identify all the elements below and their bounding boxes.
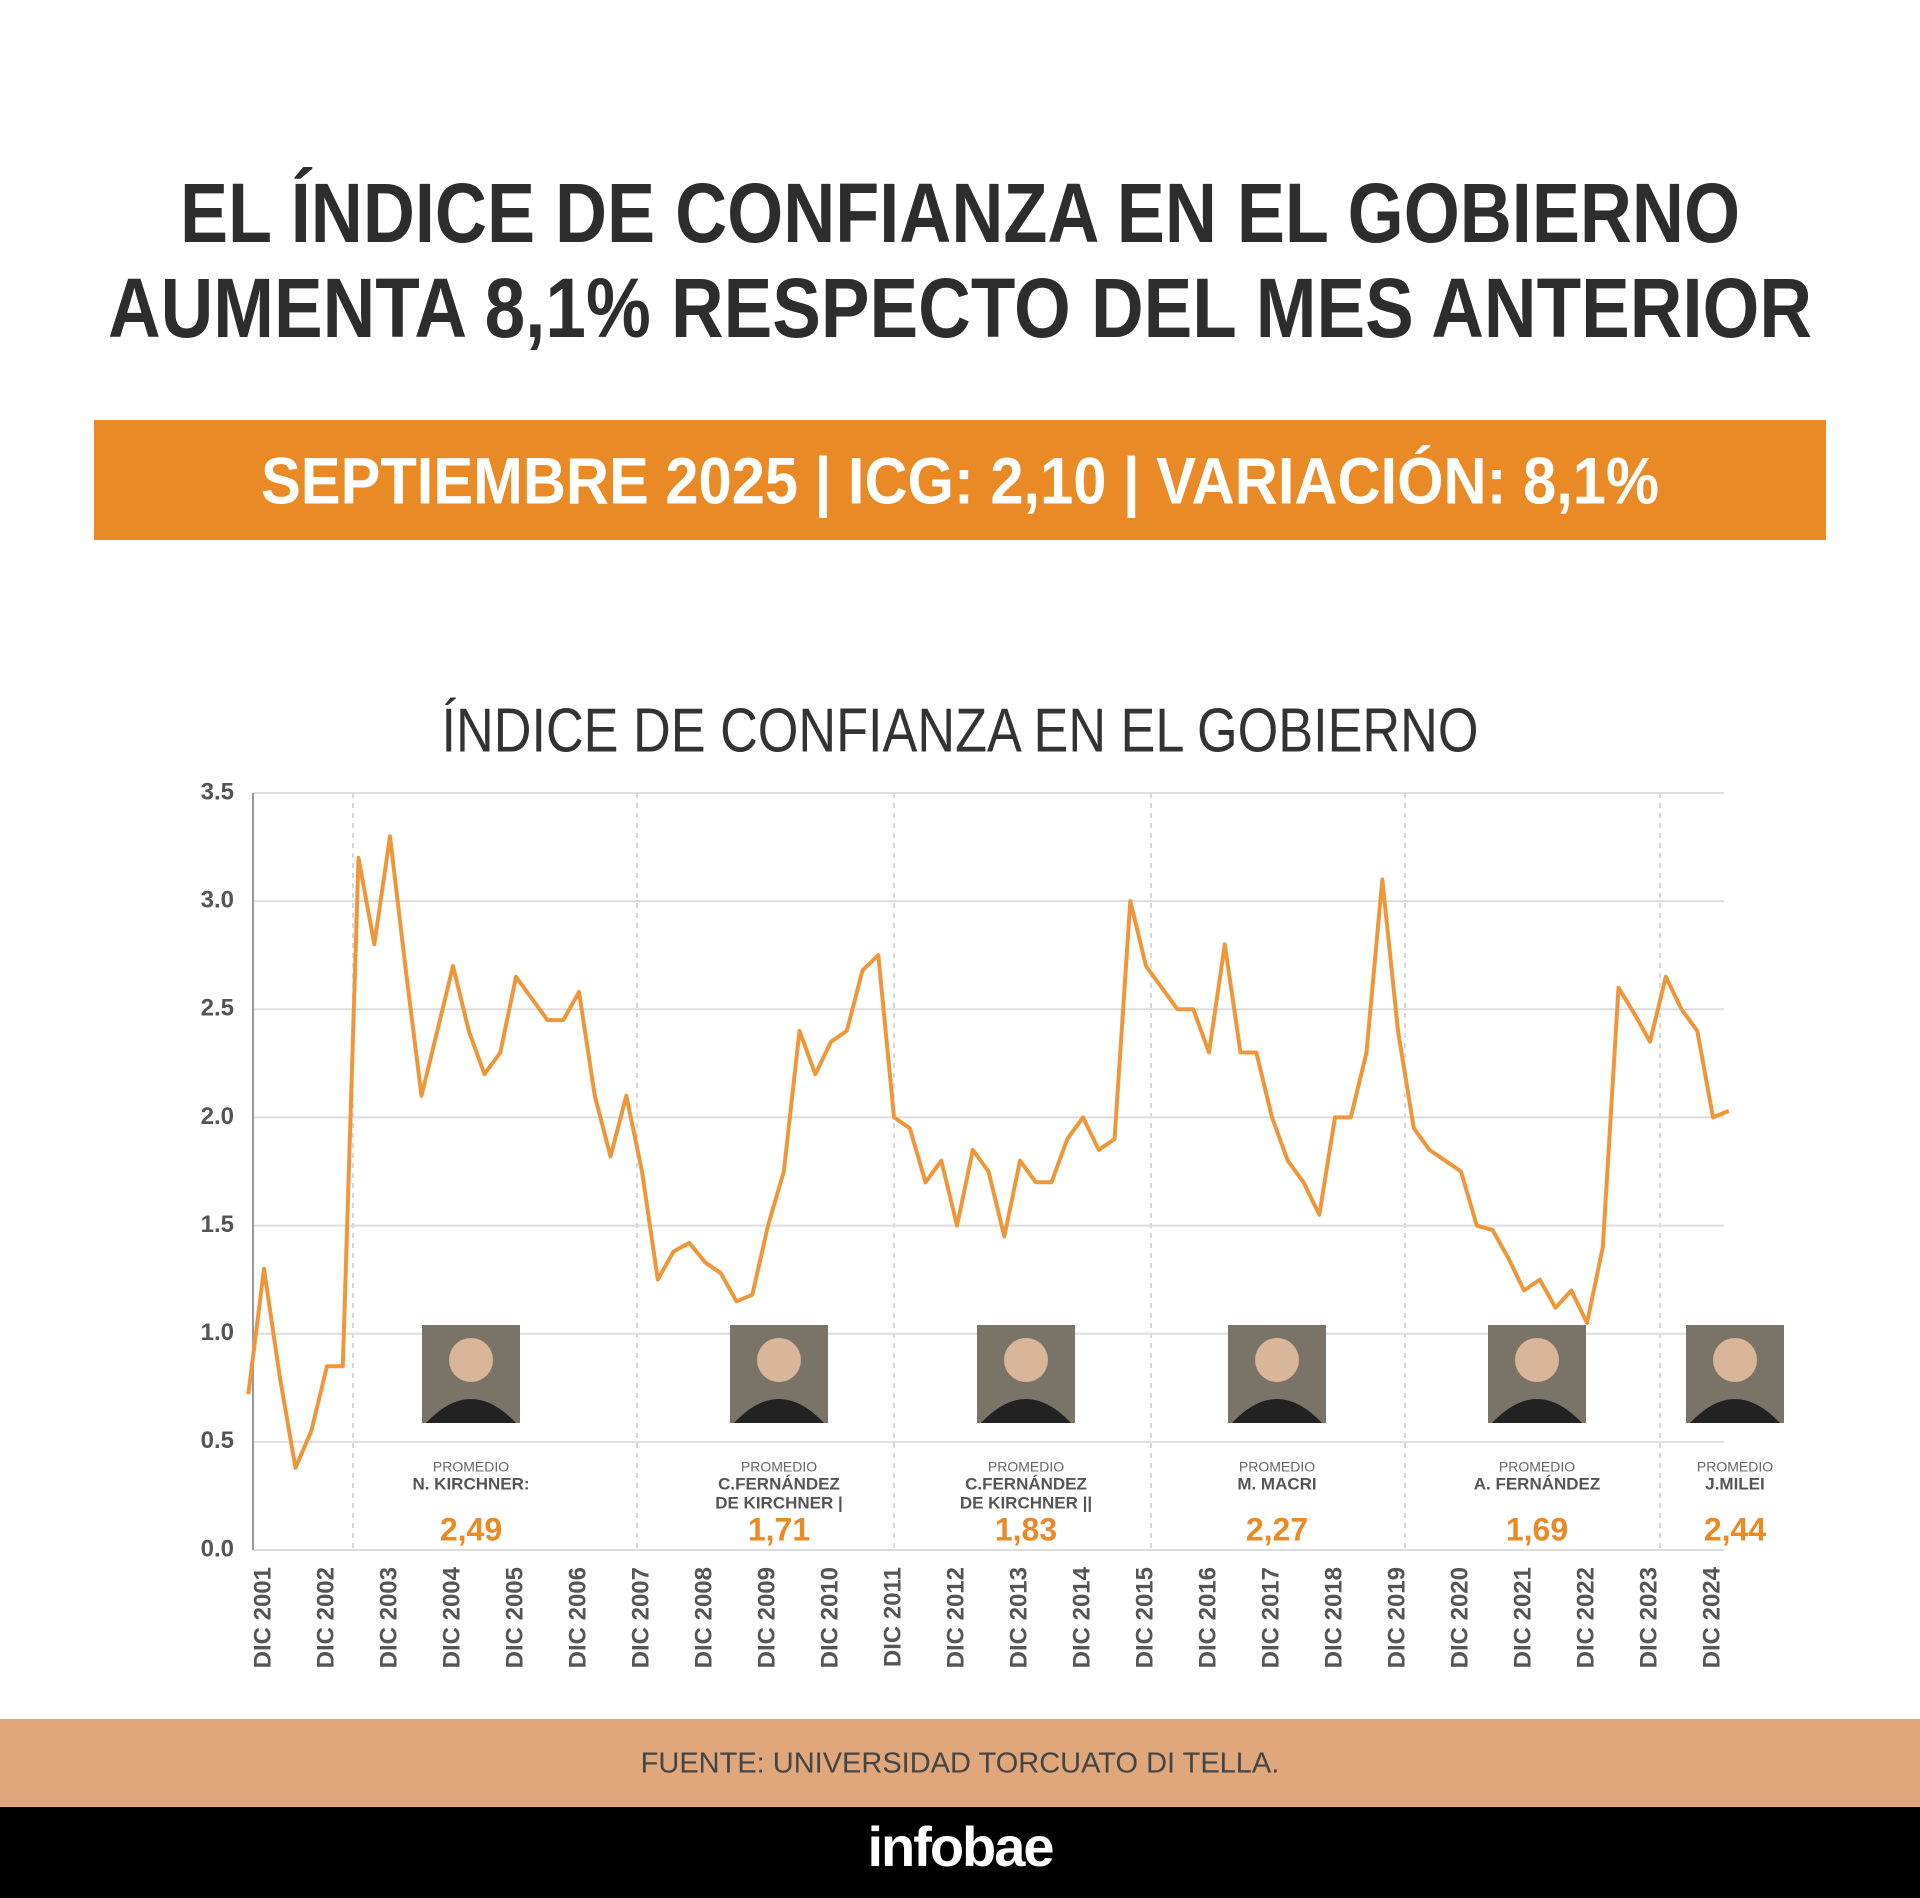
y-tick-label: 0.0 bbox=[201, 1535, 234, 1562]
annotation-name: DE KIRCHNER | bbox=[715, 1493, 843, 1512]
portrait-body bbox=[734, 1399, 824, 1423]
portrait-body bbox=[1232, 1399, 1322, 1423]
portrait-body bbox=[1690, 1399, 1780, 1423]
annotation-name: DE KIRCHNER || bbox=[960, 1493, 1092, 1512]
annotation-label: PROMEDIO bbox=[433, 1459, 509, 1475]
y-tick-label: 1.5 bbox=[201, 1211, 234, 1238]
x-tick-label: DIC 2002 bbox=[312, 1567, 339, 1668]
annotation-label: PROMEDIO bbox=[988, 1459, 1064, 1475]
x-tick-label: DIC 2007 bbox=[627, 1567, 654, 1668]
x-tick-label: DIC 2020 bbox=[1446, 1567, 1473, 1668]
annotation-name: C.FERNÁNDEZ bbox=[718, 1474, 840, 1493]
x-tick-label: DIC 2004 bbox=[438, 1566, 465, 1668]
line bbox=[246, 834, 1730, 1470]
plot: 0.0 0.5 1.0 1.5 2.0 2.5 3.0 3.5 DIC 2001 DIC 2002… bbox=[201, 778, 1784, 1668]
portrait-body bbox=[981, 1399, 1071, 1423]
x-tick-label: DIC 2024 bbox=[1698, 1566, 1725, 1668]
annotation-name: A. FERNÁNDEZ bbox=[1474, 1474, 1601, 1493]
headline: AUMENTA 8,1% RESPECTO DEL MES ANTERIOR bbox=[108, 261, 1812, 355]
x-tick-label: DIC 2005 bbox=[501, 1567, 528, 1668]
x-tick-label: DIC 2006 bbox=[564, 1567, 591, 1668]
annotation-name: M. MACRI bbox=[1237, 1474, 1316, 1493]
y-tick-label: 0.5 bbox=[201, 1427, 234, 1454]
banner bbox=[94, 420, 1826, 540]
x-tick-label: DIC 2010 bbox=[816, 1567, 843, 1668]
portrait-head bbox=[449, 1338, 493, 1382]
headline: EL ÍNDICE DE CONFIANZA EN EL GOBIERNO bbox=[180, 166, 1740, 260]
portrait-head bbox=[1713, 1338, 1757, 1382]
x-tick-label: DIC 2015 bbox=[1131, 1567, 1158, 1668]
x-tick-label: DIC 2014 bbox=[1068, 1566, 1095, 1668]
source-band bbox=[0, 1719, 1920, 1807]
annotation-value: 2,49 bbox=[440, 1511, 502, 1547]
source: FUENTE: UNIVERSIDAD TORCUATO DI TELLA. bbox=[641, 1748, 1280, 1780]
y-tick-label: 3.0 bbox=[201, 886, 234, 913]
annotation-value: 2,44 bbox=[1704, 1511, 1766, 1547]
x-tick-label: DIC 2009 bbox=[753, 1567, 780, 1668]
x-tick-label: DIC 2021 bbox=[1509, 1567, 1536, 1668]
annotation-label: PROMEDIO bbox=[1239, 1459, 1315, 1475]
banner-text: SEPTIEMBRE 2025 | ICG: 2,10 | VARIACIÓN:… bbox=[261, 443, 1659, 519]
x-tick-label: DIC 2022 bbox=[1572, 1567, 1599, 1668]
annotation-value: 2,27 bbox=[1246, 1511, 1308, 1547]
portrait-head bbox=[1255, 1338, 1299, 1382]
x-tick-label: DIC 2003 bbox=[375, 1567, 402, 1668]
x-tick-label: DIC 2019 bbox=[1383, 1567, 1410, 1668]
annotation-name: N. KIRCHNER: bbox=[412, 1474, 529, 1493]
x-tick-label: DIC 2016 bbox=[1194, 1567, 1221, 1668]
x-tick-label: DIC 2008 bbox=[690, 1567, 717, 1668]
portrait-head bbox=[1515, 1338, 1559, 1382]
brand: infobae bbox=[867, 1815, 1053, 1878]
annotation-label: PROMEDIO bbox=[741, 1459, 817, 1475]
annotation-value: 1,71 bbox=[748, 1511, 810, 1547]
portrait-head bbox=[757, 1338, 801, 1382]
annotation-label: PROMEDIO bbox=[1697, 1459, 1773, 1475]
annotation-value: 1,69 bbox=[1506, 1511, 1568, 1547]
x-tick-label: DIC 2023 bbox=[1635, 1567, 1662, 1668]
x-tick-label: DIC 2017 bbox=[1257, 1567, 1284, 1668]
portrait-body bbox=[1492, 1399, 1582, 1423]
annotation-name: C.FERNÁNDEZ bbox=[965, 1474, 1087, 1493]
x-tick-label: DIC 2011 bbox=[879, 1567, 906, 1667]
y-tick-label: 3.5 bbox=[201, 778, 234, 805]
annotation-value: 1,83 bbox=[995, 1511, 1057, 1547]
y-tick-label: 2.5 bbox=[201, 995, 234, 1022]
y-tick-label: 1.0 bbox=[201, 1319, 234, 1346]
x-tick-label: DIC 2013 bbox=[1005, 1567, 1032, 1668]
portrait-body bbox=[426, 1399, 516, 1423]
brand-bar bbox=[0, 1807, 1920, 1898]
x-tick-label: DIC 2018 bbox=[1320, 1567, 1347, 1668]
annotation-name: J.MILEI bbox=[1705, 1474, 1765, 1493]
chart-title: ÍNDICE DE CONFIANZA EN EL GOBIERNO bbox=[442, 696, 1479, 765]
x-tick-label: DIC 2012 bbox=[942, 1567, 969, 1668]
y-tick-label: 2.0 bbox=[201, 1103, 234, 1130]
portrait-head bbox=[1004, 1338, 1048, 1382]
x-tick-label: DIC 2001 bbox=[249, 1567, 276, 1668]
annotation-label: PROMEDIO bbox=[1499, 1459, 1575, 1475]
